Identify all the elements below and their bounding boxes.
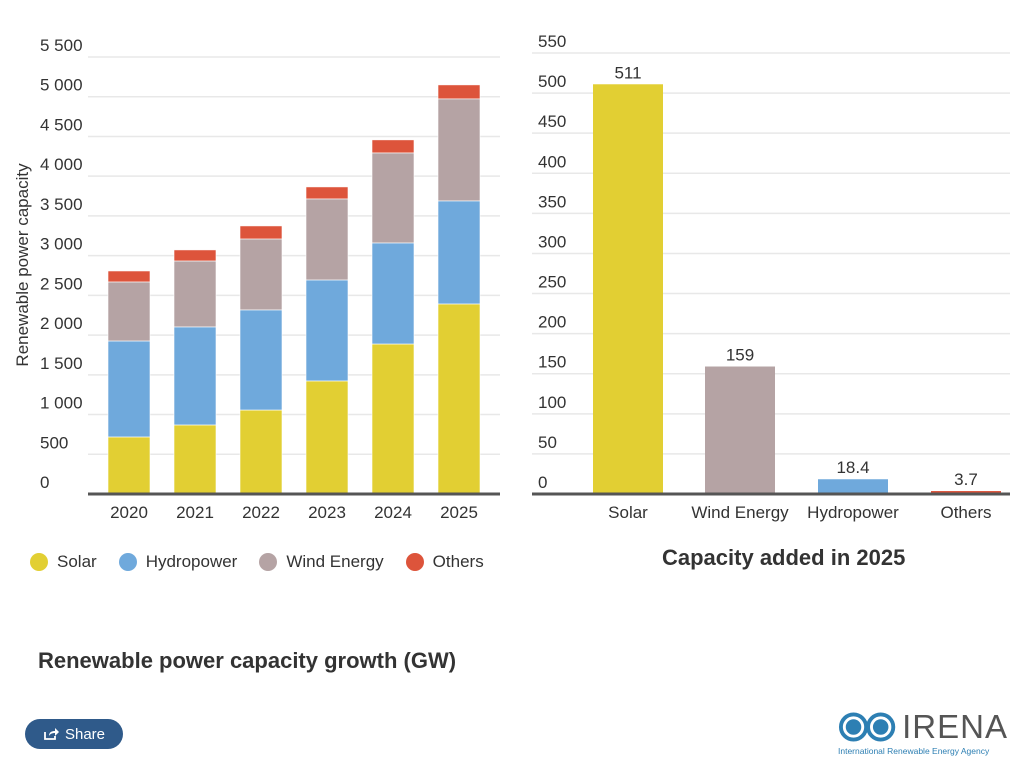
y-tick-label: 5 500 xyxy=(40,36,83,55)
right-chart-title: Capacity added in 2025 xyxy=(662,545,906,570)
bar-hydropower-2024 xyxy=(371,242,415,345)
y-tick-label: 200 xyxy=(538,313,566,332)
y-tick-label: 150 xyxy=(538,353,566,372)
x-tick-label: 2022 xyxy=(242,503,280,522)
y-tick-label: 3 500 xyxy=(40,195,83,214)
bar-solar-2025 xyxy=(437,303,481,495)
bar-others-2025 xyxy=(437,84,481,100)
y-tick-label: 2 000 xyxy=(40,314,83,333)
y-tick-label: 500 xyxy=(40,433,68,452)
x-tick-label: Wind Energy xyxy=(691,503,789,522)
x-tick-label: 2020 xyxy=(110,503,148,522)
bar-others-2021 xyxy=(173,249,217,262)
bar-solar-2021 xyxy=(173,424,217,495)
data-label: 18.4 xyxy=(836,458,869,477)
y-tick-label: 1 000 xyxy=(40,394,83,413)
x-tick-label: Others xyxy=(940,503,991,522)
x-tick-label: 2023 xyxy=(308,503,346,522)
bar-hydropower-2025 xyxy=(437,200,481,305)
bar-wind-energy-2025 xyxy=(437,98,481,202)
y-tick-label: 0 xyxy=(40,473,49,492)
bar-solar-2022 xyxy=(239,409,283,495)
legend-item-others[interactable]: Others xyxy=(405,552,484,572)
share-icon xyxy=(44,728,59,740)
bar-others-2020 xyxy=(107,270,151,283)
bar-solar xyxy=(593,84,663,495)
y-tick-label: 500 xyxy=(538,72,566,91)
bar-wind-energy-2022 xyxy=(239,238,283,311)
bar-others-2024 xyxy=(371,139,415,154)
legend-label: Hydropower xyxy=(145,552,238,571)
legend-item-hydropower[interactable]: Hydropower xyxy=(118,552,238,572)
data-label: 511 xyxy=(614,63,641,82)
y-tick-label: 300 xyxy=(538,232,566,251)
y-tick-label: 2 500 xyxy=(40,274,83,293)
legend-label: Others xyxy=(432,552,484,571)
bar-solar-2023 xyxy=(305,380,349,495)
share-button[interactable]: Share xyxy=(25,719,123,749)
x-tick-label: Solar xyxy=(608,503,648,522)
y-tick-label: 5 000 xyxy=(40,76,83,95)
y-tick-label: 3 000 xyxy=(40,235,83,254)
y-tick-label: 4 000 xyxy=(40,155,83,174)
legend-item-wind[interactable]: Wind Energy xyxy=(259,552,384,572)
y-tick-label: 1 500 xyxy=(40,354,83,373)
bar-solar-2024 xyxy=(371,343,415,495)
bar-hydropower-2023 xyxy=(305,279,349,382)
legend: Solar Hydropower Wind Energy Others xyxy=(30,552,484,572)
logo-subtitle: International Renewable Energy Agency xyxy=(838,746,990,756)
legend-dot-icon xyxy=(30,553,48,571)
bar-others-2023 xyxy=(305,186,349,200)
bar-wind-energy xyxy=(705,366,775,494)
y-tick-label: 4 500 xyxy=(40,115,83,134)
legend-item-solar[interactable]: Solar xyxy=(30,552,97,572)
legend-label: Solar xyxy=(57,552,97,571)
globe-infinity-icon xyxy=(838,712,896,742)
bar-hydropower xyxy=(818,479,888,494)
bar-solar-2020 xyxy=(107,436,151,495)
bar-hydropower-2020 xyxy=(107,340,151,438)
data-label: 159 xyxy=(726,346,754,365)
left-chart-title: Renewable power capacity growth (GW) xyxy=(38,648,457,673)
bar-wind-energy-2024 xyxy=(371,152,415,244)
y-tick-label: 450 xyxy=(538,112,566,131)
logo-text: IRENA xyxy=(902,708,1008,745)
x-tick-label: Hydropower xyxy=(807,503,899,522)
bar-wind-energy-2023 xyxy=(305,198,349,281)
y-tick-label: 100 xyxy=(538,393,566,412)
y-tick-label: 400 xyxy=(538,152,566,171)
y-tick-label: 350 xyxy=(538,192,566,211)
legend-label: Wind Energy xyxy=(286,552,384,571)
y-axis-label: Renewable power capacity xyxy=(13,163,32,367)
y-tick-label: 0 xyxy=(538,473,547,492)
bar-hydropower-2022 xyxy=(239,309,283,411)
y-tick-label: 50 xyxy=(538,433,557,452)
share-label: Share xyxy=(64,725,106,743)
y-tick-label: 550 xyxy=(538,32,566,51)
data-label: 3.7 xyxy=(954,470,978,489)
x-tick-label: 2024 xyxy=(374,503,412,522)
bar-wind-energy-2021 xyxy=(173,260,217,328)
irena-logo[interactable]: IRENA International Renewable Energy Age… xyxy=(838,708,1008,756)
legend-dot-icon xyxy=(118,553,137,571)
x-tick-label: 2021 xyxy=(176,503,214,522)
legend-dot-icon xyxy=(405,553,424,571)
bar-hydropower-2021 xyxy=(173,326,217,426)
y-tick-label: 250 xyxy=(538,273,566,292)
x-tick-label: 2025 xyxy=(440,503,478,522)
bar-wind-energy-2020 xyxy=(107,281,151,342)
legend-dot-icon xyxy=(259,553,278,571)
bar-others-2022 xyxy=(239,225,283,240)
